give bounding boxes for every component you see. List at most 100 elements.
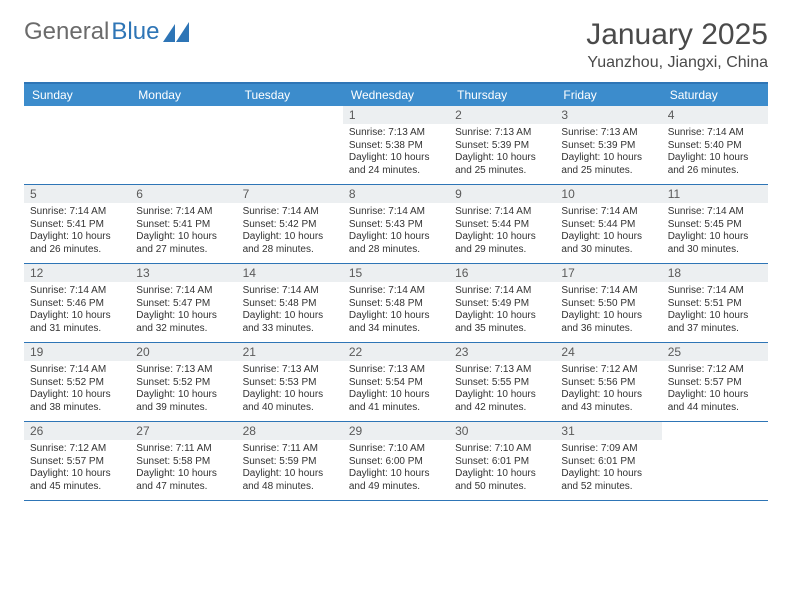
sunrise-text: Sunrise: 7:11 AM — [243, 443, 337, 456]
day-header: Sunday — [24, 84, 130, 106]
day-number: 15 — [343, 264, 449, 282]
sunrise-text: Sunrise: 7:12 AM — [30, 443, 124, 456]
day-cell — [24, 106, 130, 184]
month-title: January 2025 — [586, 18, 768, 52]
day-header: Thursday — [449, 84, 555, 106]
day-cell: 8Sunrise: 7:14 AMSunset: 5:43 PMDaylight… — [343, 185, 449, 263]
day-body: Sunrise: 7:14 AMSunset: 5:52 PMDaylight:… — [24, 361, 130, 418]
daylight-text: Daylight: 10 hours and 28 minutes. — [243, 231, 337, 256]
sunset-text: Sunset: 5:57 PM — [668, 377, 762, 390]
day-number: 2 — [449, 106, 555, 124]
day-cell: 3Sunrise: 7:13 AMSunset: 5:39 PMDaylight… — [555, 106, 661, 184]
sunrise-text: Sunrise: 7:14 AM — [243, 206, 337, 219]
sunrise-text: Sunrise: 7:12 AM — [668, 364, 762, 377]
day-body: Sunrise: 7:09 AMSunset: 6:01 PMDaylight:… — [555, 440, 661, 497]
daylight-text: Daylight: 10 hours and 40 minutes. — [243, 389, 337, 414]
day-header: Saturday — [662, 84, 768, 106]
day-cell: 27Sunrise: 7:11 AMSunset: 5:58 PMDayligh… — [130, 422, 236, 500]
day-header: Friday — [555, 84, 661, 106]
week-row: 19Sunrise: 7:14 AMSunset: 5:52 PMDayligh… — [24, 343, 768, 422]
daylight-text: Daylight: 10 hours and 31 minutes. — [30, 310, 124, 335]
sunrise-text: Sunrise: 7:14 AM — [349, 285, 443, 298]
daylight-text: Daylight: 10 hours and 52 minutes. — [561, 468, 655, 493]
sunset-text: Sunset: 5:38 PM — [349, 140, 443, 153]
week-row: 12Sunrise: 7:14 AMSunset: 5:46 PMDayligh… — [24, 264, 768, 343]
day-cell: 23Sunrise: 7:13 AMSunset: 5:55 PMDayligh… — [449, 343, 555, 421]
day-cell: 11Sunrise: 7:14 AMSunset: 5:45 PMDayligh… — [662, 185, 768, 263]
day-body: Sunrise: 7:10 AMSunset: 6:00 PMDaylight:… — [343, 440, 449, 497]
sunrise-text: Sunrise: 7:14 AM — [561, 206, 655, 219]
daylight-text: Daylight: 10 hours and 34 minutes. — [349, 310, 443, 335]
day-cell: 12Sunrise: 7:14 AMSunset: 5:46 PMDayligh… — [24, 264, 130, 342]
sunrise-text: Sunrise: 7:13 AM — [455, 364, 549, 377]
title-block: January 2025 Yuanzhou, Jiangxi, China — [586, 18, 768, 72]
day-body: Sunrise: 7:13 AMSunset: 5:55 PMDaylight:… — [449, 361, 555, 418]
daylight-text: Daylight: 10 hours and 37 minutes. — [668, 310, 762, 335]
day-body: Sunrise: 7:14 AMSunset: 5:45 PMDaylight:… — [662, 203, 768, 260]
sunset-text: Sunset: 5:49 PM — [455, 298, 549, 311]
week-row: 1Sunrise: 7:13 AMSunset: 5:38 PMDaylight… — [24, 106, 768, 185]
sunset-text: Sunset: 5:59 PM — [243, 456, 337, 469]
day-number: 31 — [555, 422, 661, 440]
day-body: Sunrise: 7:10 AMSunset: 6:01 PMDaylight:… — [449, 440, 555, 497]
day-cell: 28Sunrise: 7:11 AMSunset: 5:59 PMDayligh… — [237, 422, 343, 500]
day-cell: 18Sunrise: 7:14 AMSunset: 5:51 PMDayligh… — [662, 264, 768, 342]
day-number: 1 — [343, 106, 449, 124]
daylight-text: Daylight: 10 hours and 24 minutes. — [349, 152, 443, 177]
sunset-text: Sunset: 5:55 PM — [455, 377, 549, 390]
header: GeneralBlue January 2025 Yuanzhou, Jiang… — [24, 18, 768, 72]
sunrise-text: Sunrise: 7:14 AM — [668, 285, 762, 298]
daylight-text: Daylight: 10 hours and 26 minutes. — [30, 231, 124, 256]
day-body: Sunrise: 7:14 AMSunset: 5:43 PMDaylight:… — [343, 203, 449, 260]
day-number: 7 — [237, 185, 343, 203]
day-header-row: Sunday Monday Tuesday Wednesday Thursday… — [24, 84, 768, 106]
day-cell: 15 Sunrise: 7:14 AMSunset: 5:48 PMDayligh… — [343, 264, 449, 342]
day-number: 12 — [24, 264, 130, 282]
day-body: Sunrise: 7:14 AMSunset: 5:44 PMDaylight:… — [449, 203, 555, 260]
daylight-text: Daylight: 10 hours and 28 minutes. — [349, 231, 443, 256]
day-cell: 5Sunrise: 7:14 AMSunset: 5:41 PMDaylight… — [24, 185, 130, 263]
daylight-text: Daylight: 10 hours and 41 minutes. — [349, 389, 443, 414]
day-body: Sunrise: 7:14 AMSunset: 5:41 PMDaylight:… — [24, 203, 130, 260]
day-body: Sunrise: 7:14 AMSunset: 5:46 PMDaylight:… — [24, 282, 130, 339]
sunset-text: Sunset: 5:48 PM — [349, 298, 443, 311]
sunset-text: Sunset: 5:39 PM — [561, 140, 655, 153]
day-cell: 22Sunrise: 7:13 AMSunset: 5:54 PMDayligh… — [343, 343, 449, 421]
daylight-text: Daylight: 10 hours and 38 minutes. — [30, 389, 124, 414]
daylight-text: Daylight: 10 hours and 30 minutes. — [668, 231, 762, 256]
day-cell: 25Sunrise: 7:12 AMSunset: 5:57 PMDayligh… — [662, 343, 768, 421]
daylight-text: Daylight: 10 hours and 32 minutes. — [136, 310, 230, 335]
sunset-text: Sunset: 5:46 PM — [30, 298, 124, 311]
day-body: Sunrise: 7:13 AMSunset: 5:39 PMDaylight:… — [555, 124, 661, 181]
daylight-text: Daylight: 10 hours and 29 minutes. — [455, 231, 549, 256]
sunset-text: Sunset: 5:50 PM — [561, 298, 655, 311]
sunrise-text: Sunrise: 7:14 AM — [668, 206, 762, 219]
day-cell: 14Sunrise: 7:14 AMSunset: 5:48 PMDayligh… — [237, 264, 343, 342]
day-cell: 2Sunrise: 7:13 AMSunset: 5:39 PMDaylight… — [449, 106, 555, 184]
day-number: 26 — [24, 422, 130, 440]
day-cell: 20Sunrise: 7:13 AMSunset: 5:52 PMDayligh… — [130, 343, 236, 421]
day-cell: 30Sunrise: 7:10 AMSunset: 6:01 PMDayligh… — [449, 422, 555, 500]
day-header: Monday — [130, 84, 236, 106]
day-number: 22 — [343, 343, 449, 361]
day-body — [237, 124, 343, 131]
location: Yuanzhou, Jiangxi, China — [586, 54, 768, 72]
day-number: 13 — [130, 264, 236, 282]
day-number: 19 — [24, 343, 130, 361]
day-number: 4 — [662, 106, 768, 124]
day-header: Tuesday — [237, 84, 343, 106]
day-cell: 1Sunrise: 7:13 AMSunset: 5:38 PMDaylight… — [343, 106, 449, 184]
daylight-text: Daylight: 10 hours and 45 minutes. — [30, 468, 124, 493]
sunset-text: Sunset: 5:39 PM — [455, 140, 549, 153]
sunrise-text: Sunrise: 7:14 AM — [668, 127, 762, 140]
sunset-text: Sunset: 5:41 PM — [136, 219, 230, 232]
day-body: Sunrise: 7:13 AMSunset: 5:52 PMDaylight:… — [130, 361, 236, 418]
day-cell: 7Sunrise: 7:14 AMSunset: 5:42 PMDaylight… — [237, 185, 343, 263]
brand-flag-icon — [163, 22, 189, 42]
sunset-text: Sunset: 5:48 PM — [243, 298, 337, 311]
day-cell — [130, 106, 236, 184]
day-cell: 16Sunrise: 7:14 AMSunset: 5:49 PMDayligh… — [449, 264, 555, 342]
daylight-text: Daylight: 10 hours and 35 minutes. — [455, 310, 549, 335]
day-cell — [662, 422, 768, 500]
sunset-text: Sunset: 5:44 PM — [455, 219, 549, 232]
